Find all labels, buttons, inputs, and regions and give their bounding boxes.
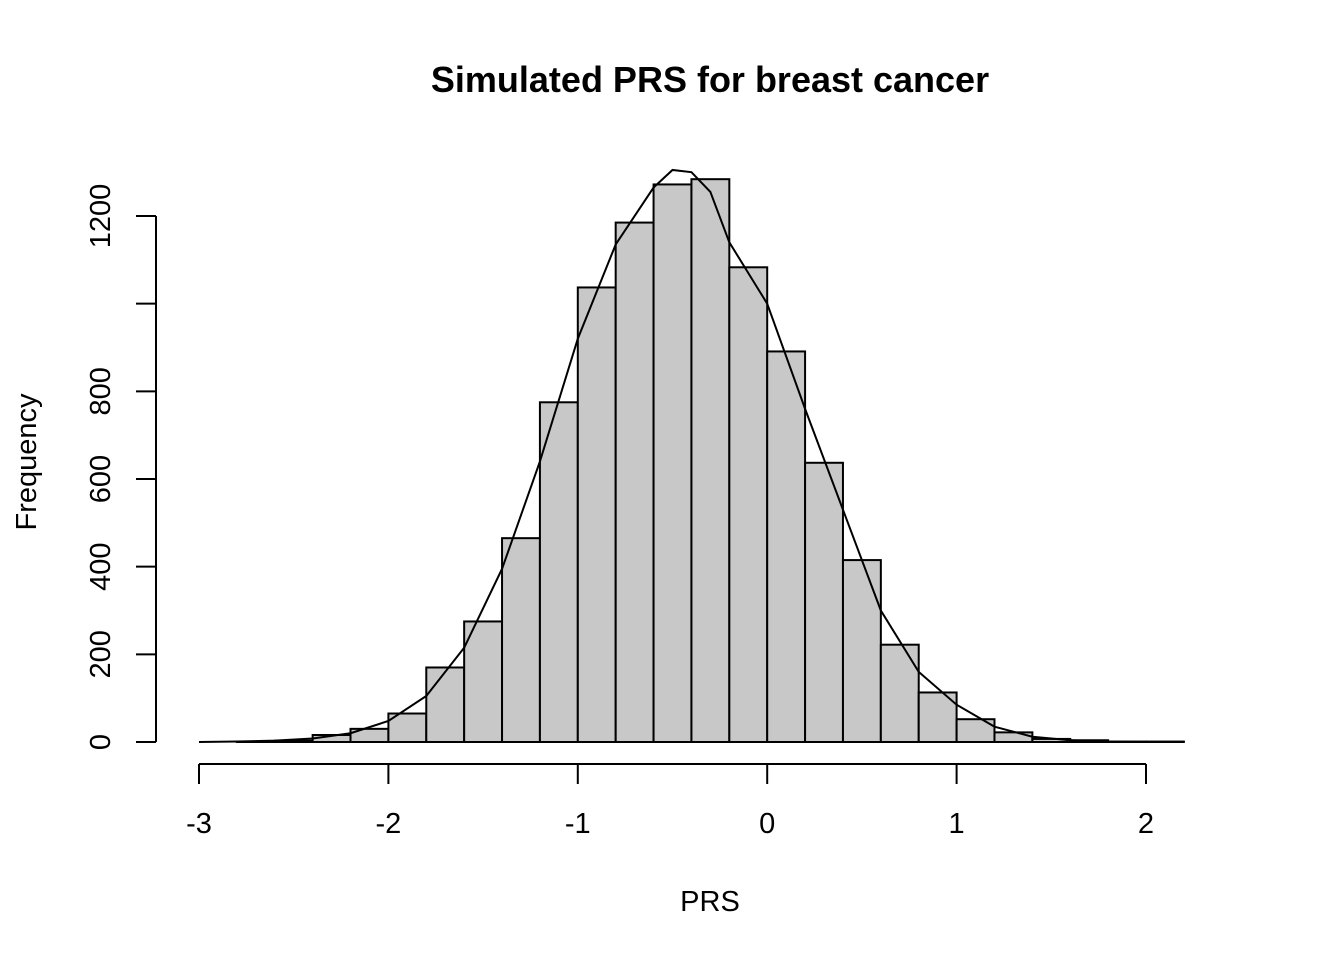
histogram-bar [766,350,807,743]
histogram-bar [917,691,958,743]
histogram-bars [235,178,1185,744]
y-tick-label: 1200 [85,184,117,249]
y-tick-label: 200 [85,630,117,678]
histogram-bar [804,461,844,743]
histogram-bar [841,559,882,744]
histogram-bar [576,286,617,743]
histogram-bar [993,731,1034,743]
chart-title: Simulated PRS for breast cancer [431,59,989,100]
histogram-bar [690,178,731,743]
histogram-bar [955,718,996,744]
histogram-bar [879,643,920,743]
x-tick-label: 0 [759,808,775,840]
y-tick-label: 800 [85,367,117,415]
x-tick-label: 1 [949,808,965,840]
histogram-bar [463,620,504,744]
density-curve [198,168,1184,743]
y-tick-label: 600 [85,455,117,503]
histogram-bar [387,712,428,744]
histogram-bar [728,266,769,743]
y-tick-label: 0 [85,734,117,750]
x-tick-label: -3 [186,808,212,840]
x-axis: -3 -2 -1 0 1 2 [186,763,1154,840]
density-curve-layer [198,168,1184,743]
histogram-bar [538,401,579,743]
histogram-bar [425,666,466,743]
histogram-bar [614,221,655,743]
histogram-bar [652,183,693,743]
y-tick-label: 400 [85,542,117,590]
y-axis-label: Frequency [11,393,43,531]
y-axis: 0 200 400 600 800 1200 [85,184,157,750]
x-tick-label: -1 [565,808,591,840]
x-axis-label: PRS [680,886,740,918]
x-tick-label: 2 [1138,808,1154,840]
x-tick-label: -2 [376,808,402,840]
histogram-bar [501,537,541,743]
